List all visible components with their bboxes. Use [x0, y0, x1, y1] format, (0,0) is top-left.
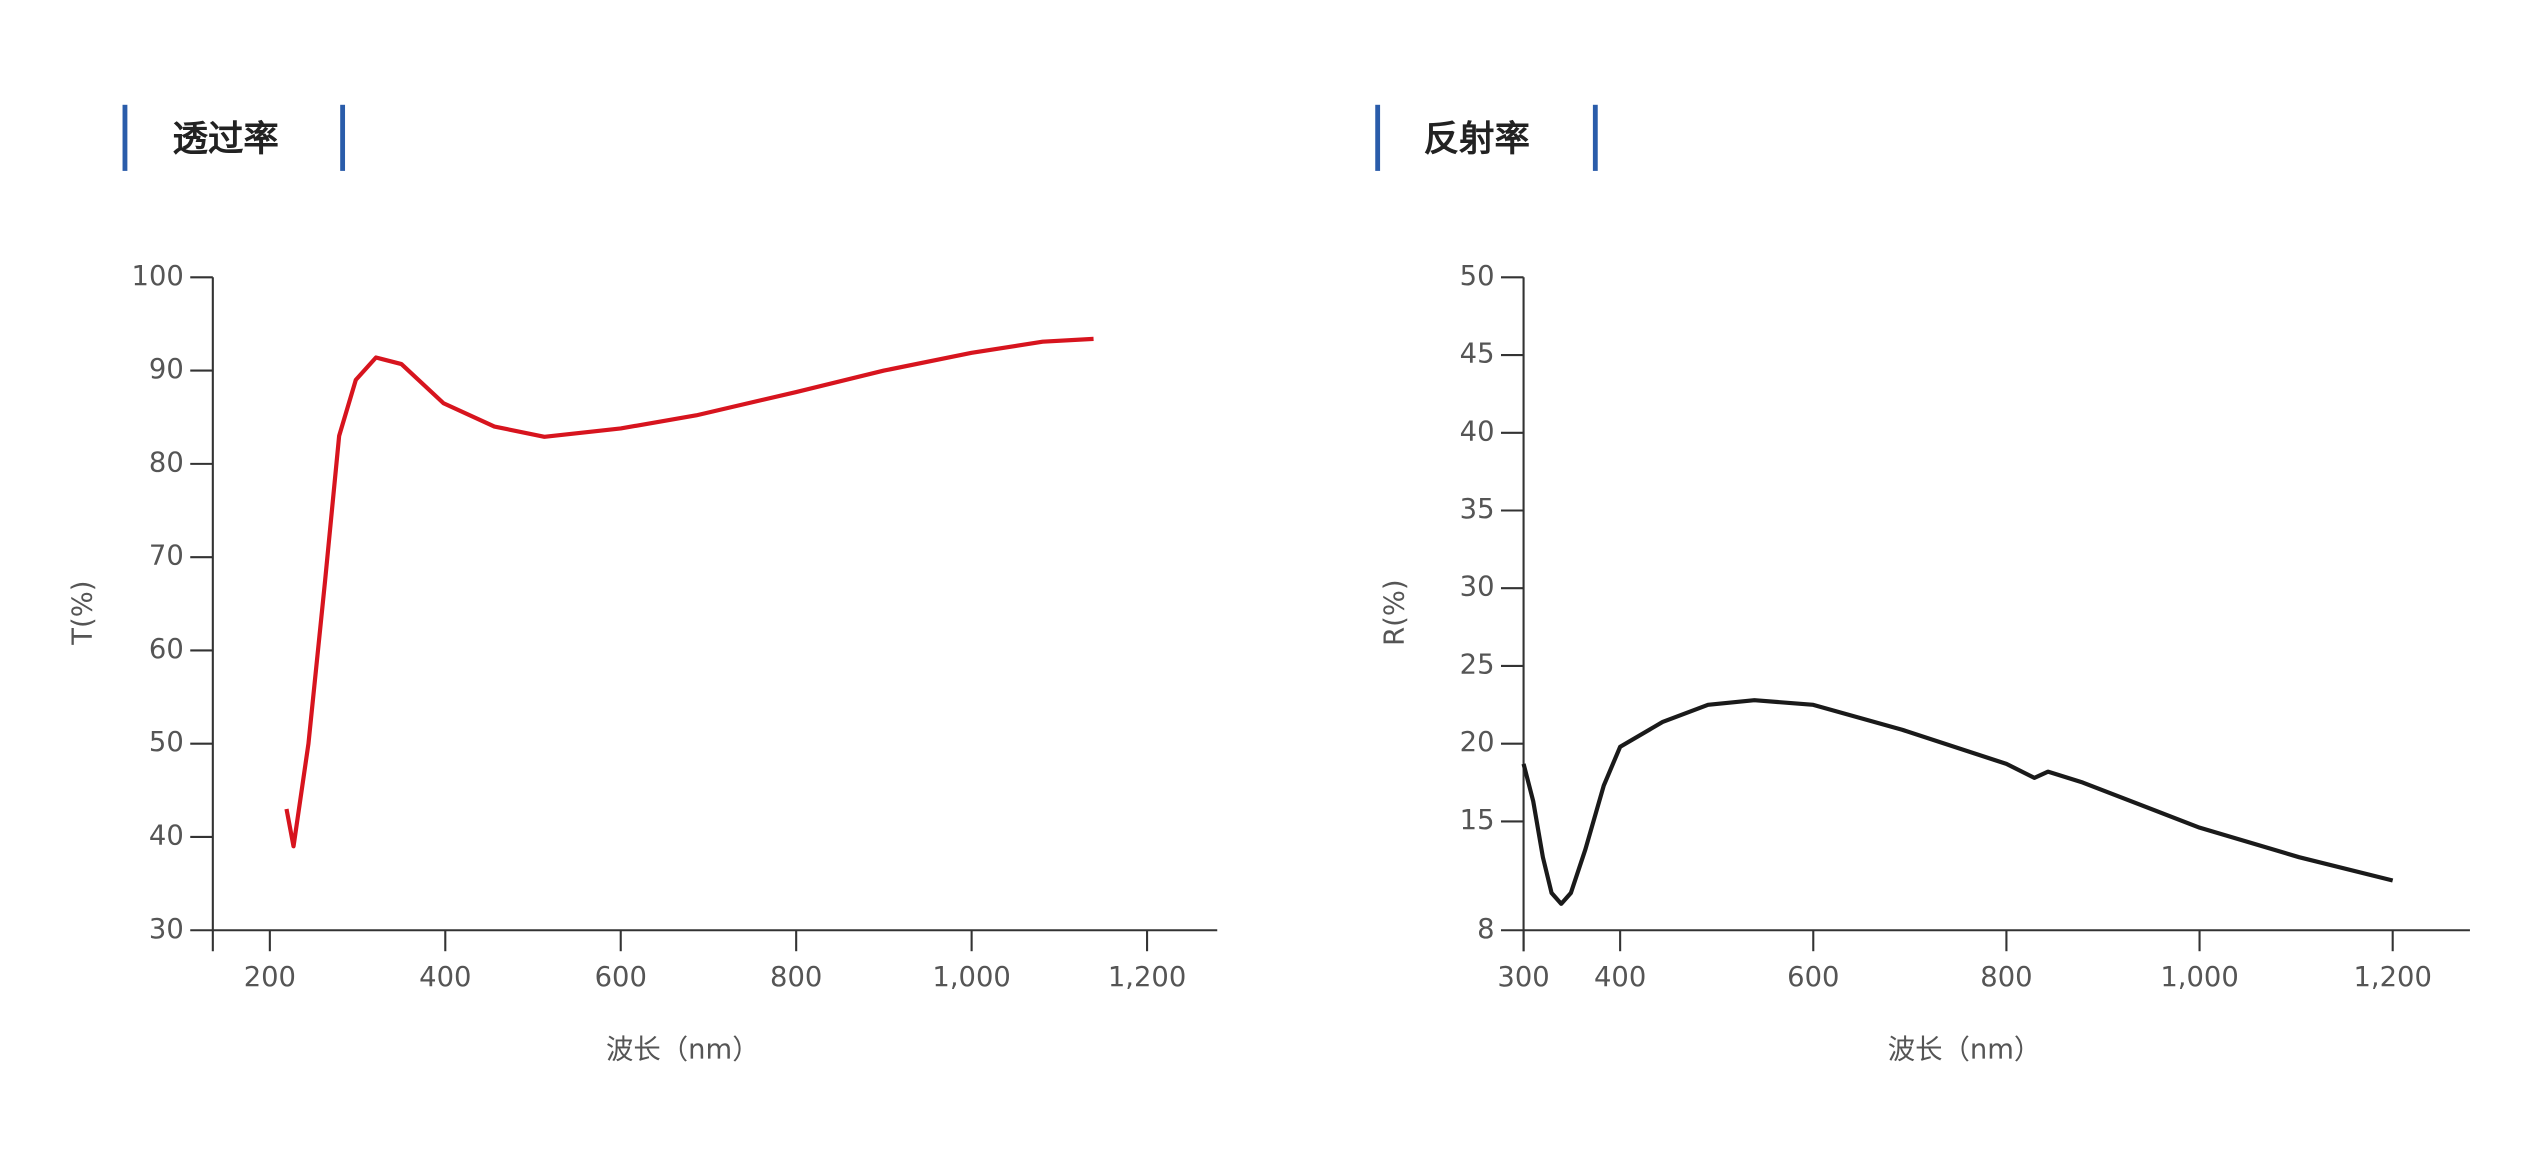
- y-tick-label: 80: [149, 447, 184, 478]
- y-tick-label: 70: [149, 541, 184, 572]
- y-tick-label: 60: [149, 634, 184, 665]
- x-tick-label: 800: [770, 962, 822, 993]
- y-tick-label: 50: [149, 727, 184, 758]
- x-tick-label: 1,200: [1108, 962, 1186, 993]
- y-tick-label: 35: [1460, 494, 1495, 525]
- header-bar: [1375, 104, 1381, 171]
- x-tick-label: 1,200: [2353, 962, 2431, 993]
- x-tick-label: 300: [1497, 962, 1549, 993]
- y-tick-label: 45: [1460, 339, 1495, 370]
- x-tick-label: 600: [1787, 962, 1839, 993]
- y-axis-label: R(%): [1380, 579, 1411, 645]
- x-tick-label: 1,000: [2160, 962, 2238, 993]
- x-tick-label: 800: [1980, 962, 2032, 993]
- x-tick-label: 400: [419, 962, 471, 993]
- y-tick-label: 100: [132, 261, 184, 292]
- data-line: [284, 336, 1094, 849]
- x-tick-label: 400: [1594, 962, 1646, 993]
- y-tick-label: 25: [1460, 649, 1495, 680]
- y-tick-label: 30: [149, 914, 184, 945]
- y-tick-label: 40: [149, 820, 184, 851]
- y-tick-label: 40: [1460, 416, 1495, 447]
- x-tick-label: 600: [595, 962, 647, 993]
- header-bar: [340, 104, 346, 171]
- x-axis-label: 波长（nm）: [1888, 1035, 2042, 1066]
- y-tick-label: 15: [1460, 805, 1495, 836]
- x-tick-label: 1,000: [932, 962, 1010, 993]
- y-tick-label: 20: [1460, 727, 1495, 758]
- y-tick-label: 8: [1477, 914, 1494, 945]
- x-axis-label: 波长（nm）: [606, 1035, 760, 1066]
- chart-title: 反射率: [1424, 118, 1530, 159]
- x-tick-label: 200: [244, 962, 296, 993]
- chart-title: 透过率: [173, 118, 279, 159]
- y-tick-label: 50: [1460, 261, 1495, 292]
- y-tick-label: 90: [149, 354, 184, 385]
- header-bar: [122, 104, 128, 171]
- y-tick-label: 30: [1460, 572, 1495, 603]
- y-axis-label: T(%): [67, 581, 98, 646]
- data-line: [1521, 698, 2394, 906]
- header-bar: [1592, 104, 1598, 171]
